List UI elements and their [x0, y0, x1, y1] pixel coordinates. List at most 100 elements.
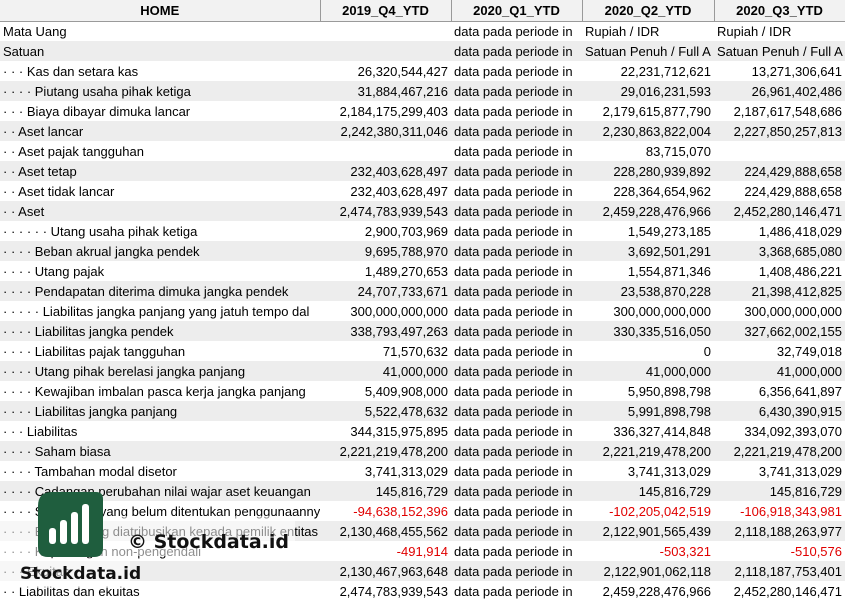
- row-label: · · · · Kepentingan non-pengendali: [3, 543, 202, 559]
- cell: 2,900,703,969: [364, 223, 448, 239]
- row-label: · · · · Liabilitas jangka pendek: [0, 321, 320, 341]
- table-row: · · · · Liabilitas pajak tangguhan 71,570…: [0, 341, 845, 361]
- table-row: · · · · Utang pihak berelasi jangka panj…: [0, 361, 845, 381]
- table-row: · · · · Saldo laba yang belum ditentukan…: [0, 501, 845, 521]
- table-row: · · · · Cadangan perubahan nilai wajar a…: [0, 481, 845, 501]
- table-row: · · · · Beban akrual jangka pendek 9,695,…: [0, 241, 845, 261]
- cell: 22,231,712,621: [620, 63, 711, 79]
- header-row: HOME 2019_Q4_YTD 2020_Q1_YTD 2020_Q2_YTD 202…: [0, 0, 845, 22]
- table-row: · · · Kas dan setara kas 26,320,544,427 da…: [0, 61, 845, 81]
- cell: [320, 41, 451, 61]
- cell: data pada periode in: [451, 361, 582, 381]
- cell: data pada periode in: [451, 81, 582, 101]
- cell: 232,403,628,497: [320, 161, 451, 181]
- column-header: 2020_Q2_YTD: [582, 0, 715, 22]
- table-row: Mata Uang data pada periode in Rupiah / ID…: [0, 21, 845, 41]
- cell: 3,741,313,029: [758, 463, 842, 479]
- cell: 2,459,228,476,966: [582, 201, 714, 221]
- table-row: · · · · Piutang usaha pihak ketiga 31,884…: [0, 81, 845, 101]
- cell: -491,914: [396, 543, 448, 559]
- cell: data pada periode in: [454, 103, 573, 119]
- row-label: · · · · Kewajiban imbalan pasca kerja ja…: [3, 383, 306, 399]
- table-row: · · Aset tetap 232,403,628,497 data pada p…: [0, 161, 845, 181]
- table-row: · · · · Liabilitas jangka pendek 338,793,…: [0, 321, 845, 341]
- cell: 32,749,018: [776, 343, 842, 359]
- cell: 21,398,412,825: [714, 281, 845, 301]
- cell: [714, 141, 845, 161]
- cell: data pada periode in: [454, 543, 573, 559]
- cell: 3,692,501,291: [582, 241, 714, 261]
- cell: 71,570,632: [382, 343, 448, 359]
- cell: Satuan Penuh / Full A: [714, 41, 845, 61]
- table-row: · · · · · · Utang usaha pihak ketiga 2,90…: [0, 221, 845, 241]
- cell: -94,638,152,396: [353, 503, 448, 519]
- cell: 2,452,280,146,471: [714, 201, 845, 221]
- row-label: · · · · Utang pihak berelasi jangka panj…: [0, 361, 320, 381]
- table-row: · · · · Pendapatan diterima dimuka jangk…: [0, 281, 845, 301]
- cell: data pada periode in: [454, 463, 573, 479]
- row-label: · · · Kas dan setara kas: [3, 63, 139, 79]
- cell: data pada periode in: [451, 481, 582, 501]
- row-label: · · · · Saham biasa: [0, 441, 320, 461]
- table-row: · · · · · Liabilitas jangka panjang yang…: [0, 301, 845, 321]
- cell: 330,335,516,050: [582, 321, 714, 341]
- table-row: · · · · Kewajiban imbalan pasca kerja ja…: [0, 381, 845, 401]
- cell: data pada periode in: [454, 583, 573, 599]
- cell: data pada periode in: [451, 281, 582, 301]
- cell: data pada periode in: [451, 201, 582, 221]
- cell: 1,408,486,221: [758, 263, 842, 279]
- cell: 2,221,219,478,200: [582, 441, 714, 461]
- column-header: 2019_Q4_YTD: [320, 0, 452, 22]
- table-row: · · · · Utang pajak 1,489,270,653 data pad…: [0, 261, 845, 281]
- cell: 2,130,468,455,562: [320, 521, 451, 541]
- cell: data pada periode in: [454, 143, 573, 159]
- cell: 327,662,002,155: [714, 321, 845, 341]
- cell: 1,549,273,185: [627, 223, 711, 239]
- cell: data pada periode in: [454, 343, 573, 359]
- column-header: HOME: [0, 0, 321, 22]
- row-label: · · · · Piutang usaha pihak ketiga: [0, 81, 320, 101]
- cell: 24,707,733,671: [320, 281, 451, 301]
- cell: 5,991,898,798: [582, 401, 714, 421]
- cell: 334,092,393,070: [744, 423, 842, 439]
- cell: 300,000,000,000: [350, 303, 448, 319]
- cell: 3,368,685,080: [714, 241, 845, 261]
- cell: [320, 141, 451, 161]
- table-row: · · · · Kepentingan non-pengendali -491,9…: [0, 541, 845, 561]
- cell: 1,554,871,346: [627, 263, 711, 279]
- row-label: · · · Biaya dibayar dimuka lancar: [3, 103, 191, 119]
- cell: data pada periode in: [451, 241, 582, 261]
- cell: 2,474,783,939,543: [320, 201, 451, 221]
- cell: 41,000,000: [320, 361, 451, 381]
- cell: Rupiah / IDR: [717, 23, 792, 39]
- row-label: · · · · Utang pajak: [3, 263, 105, 279]
- cell: [320, 21, 451, 41]
- cell: 2,221,219,478,200: [714, 441, 845, 461]
- cell: 31,884,467,216: [320, 81, 451, 101]
- table-row: · · · · Tambahan modal disetor 3,741,313,…: [0, 461, 845, 481]
- table-row: · · Liabilitas dan ekuitas 2,474,783,939,…: [0, 581, 845, 601]
- cell: 41,000,000: [582, 361, 714, 381]
- cell: 336,327,414,848: [613, 423, 711, 439]
- cell: 224,429,888,658: [744, 183, 842, 199]
- cell: 2,122,901,565,439: [582, 521, 714, 541]
- cell: 2,242,380,311,046: [320, 121, 451, 141]
- cell: 2,118,188,263,977: [714, 521, 845, 541]
- cell: 300,000,000,000: [744, 303, 842, 319]
- cell: data pada periode in: [454, 303, 573, 319]
- cell: data pada periode in: [454, 423, 573, 439]
- row-label: · · · · Liabilitas jangka panjang: [0, 401, 320, 421]
- cell: 232,403,628,497: [350, 183, 448, 199]
- cell: 145,816,729: [582, 481, 714, 501]
- cell: 2,459,228,476,966: [602, 583, 711, 599]
- row-label: · · · · Tambahan modal disetor: [3, 463, 177, 479]
- cell: 2,118,187,753,401: [714, 561, 845, 581]
- row-label: · · · · Saldo laba yang belum ditentukan…: [3, 503, 320, 519]
- row-label: · · · Ekuitas: [0, 561, 320, 581]
- row-label: · · Aset: [0, 201, 320, 221]
- row-label: · · · · Cadangan perubahan nilai wajar a…: [0, 481, 320, 501]
- cell: 2,130,467,963,648: [320, 561, 451, 581]
- row-label: · · · · Pendapatan diterima dimuka jangk…: [0, 281, 320, 301]
- cell: 2,179,615,877,790: [602, 103, 711, 119]
